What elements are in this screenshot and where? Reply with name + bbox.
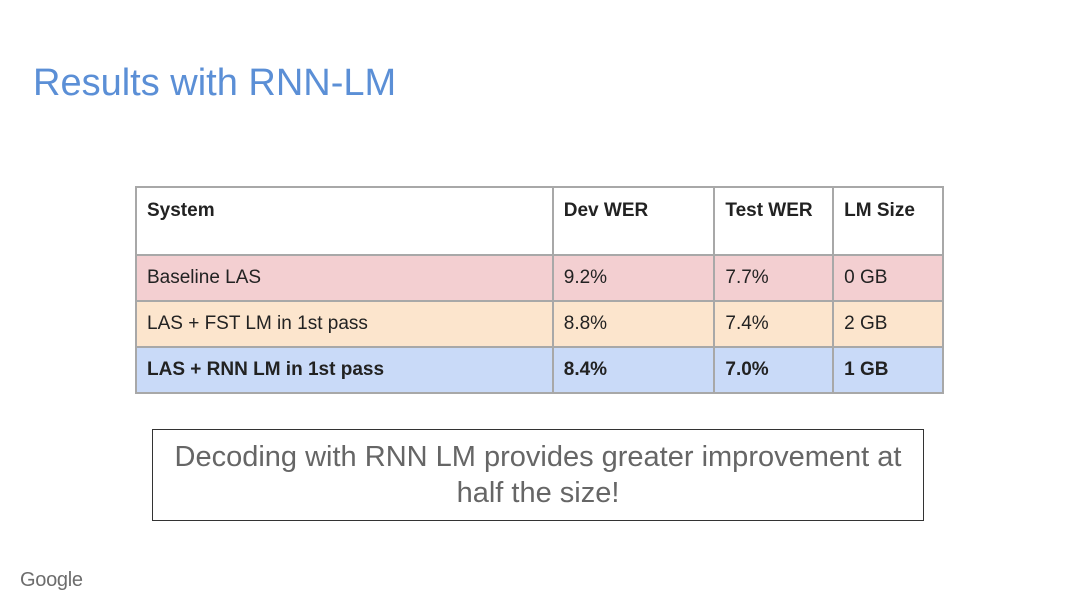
cell-system: LAS + FST LM in 1st pass [135, 300, 554, 348]
google-logo: Google [20, 569, 83, 591]
callout-box: Decoding with RNN LM provides greater im… [152, 429, 924, 521]
cell-lm-size: 0 GB [832, 254, 944, 302]
cell-lm-size: 1 GB [832, 346, 944, 394]
table-row-baseline-las: Baseline LAS 9.2% 7.7% 0 GB [135, 254, 944, 302]
cell-test-wer: 7.0% [713, 346, 835, 394]
cell-dev-wer: 8.4% [551, 346, 716, 394]
header-lm-size: LM Size [832, 186, 944, 256]
cell-test-wer: 7.4% [713, 300, 835, 348]
callout-text: Decoding with RNN LM provides greater im… [174, 441, 902, 509]
cell-dev-wer: 9.2% [551, 254, 716, 302]
cell-system: LAS + RNN LM in 1st pass [135, 346, 554, 394]
cell-lm-size: 2 GB [832, 300, 944, 348]
table-row-las-fst-lm: LAS + FST LM in 1st pass 8.8% 7.4% 2 GB [135, 300, 944, 348]
header-system: System [135, 186, 554, 256]
cell-test-wer: 7.7% [713, 254, 835, 302]
table-row-las-rnn-lm: LAS + RNN LM in 1st pass 8.4% 7.0% 1 GB [135, 346, 944, 394]
header-test-wer: Test WER [713, 186, 835, 256]
header-dev-wer: Dev WER [551, 186, 716, 256]
results-table: System Dev WER Test WER LM Size Baseline… [135, 186, 944, 394]
slide-title: Results with RNN-LM [33, 62, 397, 104]
cell-dev-wer: 8.8% [551, 300, 716, 348]
table-header-row: System Dev WER Test WER LM Size [135, 186, 944, 256]
cell-system: Baseline LAS [135, 254, 554, 302]
